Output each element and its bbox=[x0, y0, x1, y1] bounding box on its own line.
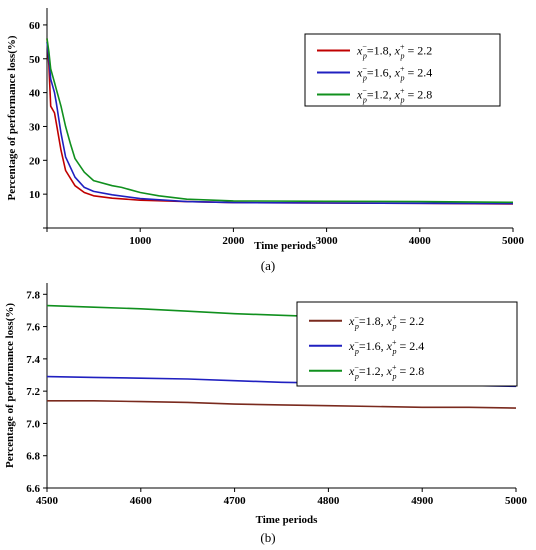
x-axis-label: Time periods bbox=[254, 240, 317, 252]
legend-sub: p bbox=[354, 347, 359, 356]
legend-box bbox=[296, 301, 518, 387]
x-tick-label: 4500 bbox=[36, 495, 59, 507]
legend-label-1: x− p=1.8, x+ p = 2.2 bbox=[348, 313, 424, 331]
y-tick-label: 10 bbox=[29, 189, 41, 201]
y-axis-label: Percentage of performance loss(%) bbox=[4, 303, 16, 468]
legend-sup: + bbox=[392, 363, 397, 372]
legend-sup: + bbox=[392, 338, 397, 347]
legend-sup: − bbox=[354, 313, 359, 322]
legend-var: x bbox=[348, 339, 355, 353]
y-tick-label: 6.8 bbox=[26, 451, 40, 463]
x-tick-label: 4700 bbox=[224, 495, 247, 507]
legend-value: =1.6, bbox=[359, 339, 387, 353]
legend-sub: p bbox=[399, 96, 404, 105]
legend-value: =1.8, bbox=[359, 314, 387, 328]
legend-sub: p bbox=[362, 52, 367, 61]
chart-panel-a: 10 20 30 40 50 60 1000 2000 3000 4000 5000 Time per… bbox=[6, 8, 525, 273]
x-tick-label: 5000 bbox=[502, 235, 525, 247]
legend-var: x bbox=[356, 66, 363, 80]
legend-sup: + bbox=[400, 87, 405, 96]
legend-label-1: x− p=1.8, x+ p = 2.2 bbox=[356, 43, 432, 61]
legend: x− p=1.8, x+ p = 2.2x− p=1.6, x+ p = 2.4x− p=… bbox=[296, 301, 518, 387]
legend-var: x bbox=[348, 314, 355, 328]
y-tick-label: 7.4 bbox=[26, 354, 40, 366]
legend-value: =1.8, bbox=[367, 44, 395, 58]
y-tick-label: 6.6 bbox=[26, 483, 40, 495]
legend-sub: p bbox=[362, 74, 367, 83]
legend-sup: − bbox=[362, 65, 367, 74]
legend-sup: + bbox=[400, 65, 405, 74]
legend-value: = 2.4 bbox=[396, 339, 424, 353]
y-tick-label: 40 bbox=[29, 88, 41, 100]
x-tick-label: 1000 bbox=[129, 235, 152, 247]
chart-panel-b: 6.6 6.8 7.0 7.2 7.4 7.6 7.8 4500 4600 4700 4800 490… bbox=[4, 283, 528, 545]
legend-value: = 2.2 bbox=[404, 44, 432, 58]
legend-sub: p bbox=[391, 372, 396, 381]
legend-var: x bbox=[394, 66, 401, 80]
legend-sub: p bbox=[391, 322, 396, 331]
y-tick-label: 20 bbox=[29, 155, 41, 167]
y-axis-label: Percentage of performance loss(%) bbox=[6, 35, 18, 200]
legend: x− p=1.8, x+ p = 2.2x− p=1.6, x+ p = 2.4x− p=… bbox=[304, 33, 501, 107]
series-line-3 bbox=[46, 38, 514, 204]
y-tick-label: 60 bbox=[29, 20, 41, 32]
legend-sub: p bbox=[391, 347, 396, 356]
x-axis-label: Time periods bbox=[256, 514, 319, 526]
legend-sup: − bbox=[362, 43, 367, 52]
legend-sup: + bbox=[400, 43, 405, 52]
legend-var: x bbox=[356, 88, 363, 102]
legend-var: x bbox=[356, 44, 363, 58]
x-tick-label: 5000 bbox=[505, 495, 528, 507]
legend-value: = 2.2 bbox=[396, 314, 424, 328]
legend-value: =1.6, bbox=[367, 66, 395, 80]
legend-var: x bbox=[386, 314, 393, 328]
legend-label-2: x− p=1.6, x+ p = 2.4 bbox=[348, 338, 424, 356]
figure-caption: (a) bbox=[261, 258, 275, 273]
series-line-1 bbox=[47, 399, 517, 409]
legend-var: x bbox=[386, 339, 393, 353]
legend-value: = 2.8 bbox=[396, 364, 424, 378]
y-tick-label: 30 bbox=[29, 121, 41, 133]
x-tick-label: 4800 bbox=[317, 495, 340, 507]
x-tick-label: 3000 bbox=[316, 235, 339, 247]
legend-var: x bbox=[394, 88, 401, 102]
legend-var: x bbox=[348, 364, 355, 378]
figure-caption: (b) bbox=[260, 530, 275, 545]
x-tick-label: 4600 bbox=[130, 495, 153, 507]
legend-value: = 2.8 bbox=[404, 88, 432, 102]
y-tick-label: 7.2 bbox=[26, 386, 40, 398]
legend-value: =1.2, bbox=[367, 88, 395, 102]
legend-sup: − bbox=[354, 338, 359, 347]
y-tick-label: 7.0 bbox=[26, 418, 40, 430]
x-tick-label: 4000 bbox=[409, 235, 432, 247]
x-tick-label: 2000 bbox=[222, 235, 245, 247]
legend-sub: p bbox=[354, 322, 359, 331]
legend-sub: p bbox=[399, 74, 404, 83]
legend-sup: + bbox=[392, 313, 397, 322]
y-tick-label: 7.8 bbox=[26, 289, 40, 301]
legend-label-3: x− p=1.2, x+ p = 2.8 bbox=[348, 363, 424, 381]
legend-value: = 2.4 bbox=[404, 66, 432, 80]
legend-sub: p bbox=[399, 52, 404, 61]
legend-var: x bbox=[394, 44, 401, 58]
legend-sub: p bbox=[354, 372, 359, 381]
legend-sup: − bbox=[354, 363, 359, 372]
y-tick-label: 50 bbox=[29, 54, 41, 66]
legend-label-3: x− p=1.2, x+ p = 2.8 bbox=[356, 87, 432, 105]
legend-var: x bbox=[386, 364, 393, 378]
legend-sub: p bbox=[362, 96, 367, 105]
series-line-2 bbox=[46, 41, 514, 205]
x-tick-label: 4900 bbox=[411, 495, 434, 507]
legend-sup: − bbox=[362, 87, 367, 96]
legend-label-2: x− p=1.6, x+ p = 2.4 bbox=[356, 65, 432, 83]
y-tick-label: 7.6 bbox=[26, 322, 40, 334]
legend-value: =1.2, bbox=[359, 364, 387, 378]
